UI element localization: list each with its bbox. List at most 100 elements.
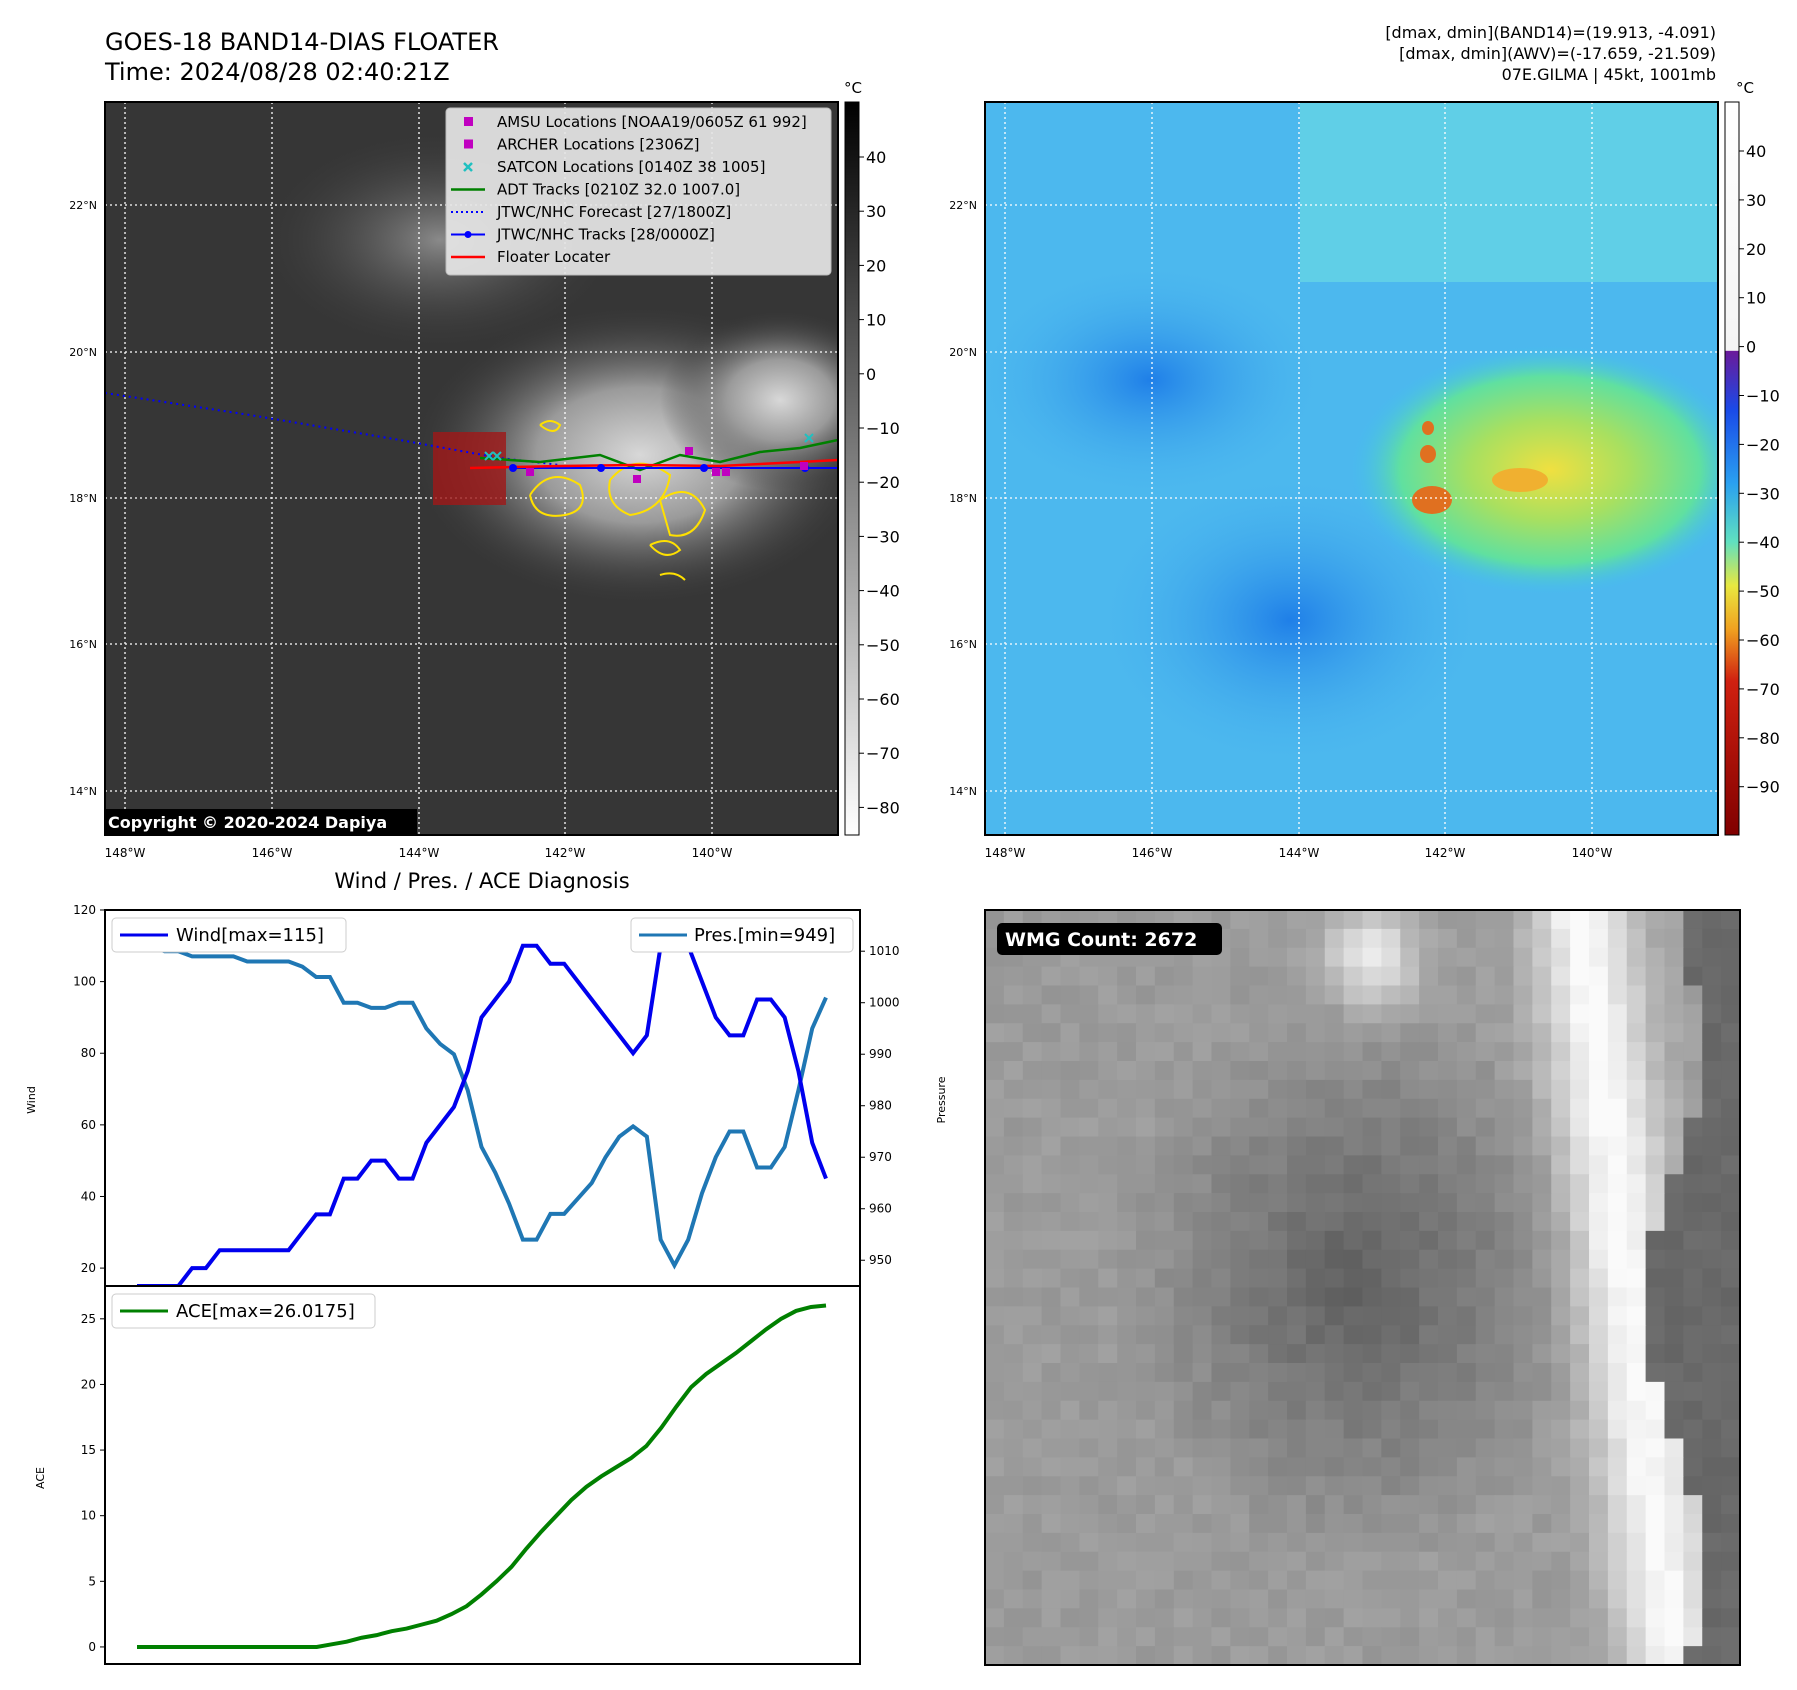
wind-legend-label: Wind[max=115] bbox=[176, 925, 324, 946]
color-colorbar-unit: °C bbox=[1736, 79, 1754, 97]
color-colorbar-tick: −20 bbox=[1746, 435, 1780, 454]
pressure-legend-label: Pres.[min=949] bbox=[694, 925, 835, 946]
color-map-frame bbox=[984, 101, 1719, 836]
map-legend: AMSU Locations [NOAA19/0605Z 61 992] ARCH… bbox=[445, 107, 832, 276]
figure-title: GOES-18 BAND14-DIAS FLOATER bbox=[105, 28, 499, 56]
legend-label: Floater Locater bbox=[497, 248, 611, 266]
awv-lon-label: 144°W bbox=[1279, 846, 1320, 860]
color-colorbar-tick: 20 bbox=[1746, 240, 1766, 259]
legend-swatch bbox=[464, 117, 473, 126]
color-colorbar-tick: 40 bbox=[1746, 142, 1766, 161]
pressure-tick-label: 990 bbox=[869, 1047, 892, 1061]
pressure-tick-label: 1000 bbox=[869, 996, 900, 1010]
pressure-axis-label: Pressure bbox=[935, 1076, 948, 1123]
awv-lat-label: 14°N bbox=[949, 785, 977, 798]
amsu-markers bbox=[526, 447, 808, 483]
legend-item: AMSU Locations [NOAA19/0605Z 61 992] bbox=[464, 113, 807, 131]
ace-tick-label: 20 bbox=[81, 1377, 96, 1391]
legend-swatch bbox=[464, 139, 473, 149]
legend-label: AMSU Locations [NOAA19/0605Z 61 992] bbox=[497, 113, 807, 131]
color-colorbar-tick: −80 bbox=[1746, 729, 1780, 748]
wind-line bbox=[137, 924, 828, 1288]
color-colorbar-tick: −50 bbox=[1746, 582, 1780, 601]
wind-legend-box bbox=[111, 917, 347, 953]
wmg-count-text: WMG Count: 2672 bbox=[1005, 929, 1197, 951]
awv-lat-label: 18°N bbox=[949, 492, 977, 505]
wind-pressure-frame bbox=[104, 909, 861, 1287]
wind-pressure-chart: 20 40 60 80 100 120 950 960 970 980 990 1000 1010 Win… bbox=[73, 903, 900, 1288]
ace-tick-label: 15 bbox=[81, 1443, 96, 1457]
ir-map-panel: 22°N 20°N 18°N 16°N 14°N 148°W 146°W 144°W 142°… bbox=[69, 79, 900, 860]
awv-lon-label: 148°W bbox=[985, 846, 1026, 860]
awv-lon-label: 140°W bbox=[1572, 846, 1613, 860]
color-colorbar-tick: −90 bbox=[1746, 778, 1780, 797]
gray-colorbar-tick: −60 bbox=[866, 690, 900, 709]
pressure-tick-label: 980 bbox=[869, 1099, 892, 1113]
color-colorbar-tick: −70 bbox=[1746, 680, 1780, 699]
figure-time: Time: 2024/08/28 02:40:21Z bbox=[104, 58, 450, 86]
color-colorbar bbox=[1724, 101, 1740, 836]
gray-colorbar-unit: °C bbox=[844, 79, 862, 97]
gray-colorbar-tick: −50 bbox=[866, 636, 900, 655]
adt-track bbox=[479, 438, 838, 472]
legend-label: ARCHER Locations [2306Z] bbox=[497, 136, 700, 154]
awv-lat-label: 22°N bbox=[949, 199, 977, 212]
ir-lat-label: 22°N bbox=[69, 199, 97, 212]
color-colorbar-tick: 10 bbox=[1746, 289, 1766, 308]
gray-colorbar-tick: −40 bbox=[866, 582, 900, 601]
ace-line bbox=[137, 1303, 827, 1649]
gray-colorbar-tick: −10 bbox=[866, 419, 900, 438]
legend-item: ADT Tracks [0210Z 32.0 1007.0] bbox=[451, 181, 740, 199]
ir-lon-label: 144°W bbox=[399, 846, 440, 860]
awv-lat-label: 16°N bbox=[949, 638, 977, 651]
gray-colorbar-tick: −20 bbox=[866, 473, 900, 492]
gray-colorbar-tick: 10 bbox=[866, 311, 886, 330]
ir-lat-label: 14°N bbox=[69, 785, 97, 798]
wind-tick-label: 100 bbox=[73, 975, 96, 989]
cloud-mass-east bbox=[660, 310, 838, 490]
cloud-contours bbox=[529, 420, 707, 581]
wind-tick-label: 80 bbox=[81, 1046, 96, 1060]
ir-lat-label: 16°N bbox=[69, 638, 97, 651]
color-map-panel: 22°N 20°N 18°N 16°N 14°N 148°W 146°W 144°W 142°… bbox=[949, 79, 1780, 860]
legend-item: ARCHER Locations [2306Z] bbox=[464, 136, 700, 154]
color-colorbar-tick: −40 bbox=[1746, 533, 1780, 552]
stats-line-2: [dmax, dmin](AWV)=(-17.659, -21.509) bbox=[1399, 44, 1716, 63]
ace-frame bbox=[104, 1285, 861, 1665]
wind-tick-label: 60 bbox=[81, 1118, 96, 1132]
gray-colorbar-tick: −80 bbox=[866, 798, 900, 817]
stats-line-1: [dmax, dmin](BAND14)=(19.913, -4.091) bbox=[1385, 23, 1716, 42]
gray-colorbar-tick: 0 bbox=[866, 365, 876, 384]
copyright-text: Copyright © 2020-2024 Dapiya bbox=[108, 813, 387, 832]
copyright-box bbox=[104, 809, 417, 834]
ace-legend-box bbox=[111, 1293, 376, 1329]
color-colorbar-tick: 0 bbox=[1746, 338, 1756, 357]
awv-lat-label: 20°N bbox=[949, 346, 977, 359]
ir-lon-label: 148°W bbox=[105, 846, 146, 860]
wind-tick-label: 120 bbox=[73, 903, 96, 917]
legend-label: JTWC/NHC Tracks [28/0000Z] bbox=[496, 226, 715, 244]
legend-item: JTWC/NHC Forecast [27/1800Z] bbox=[451, 203, 731, 221]
diagnosis-title: Wind / Pres. / ACE Diagnosis bbox=[334, 869, 629, 893]
awv-dry-band-1 bbox=[985, 260, 1330, 500]
awv-lon-label: 142°W bbox=[1425, 846, 1466, 860]
gray-colorbar bbox=[844, 101, 860, 836]
color-colorbar-tick: −30 bbox=[1746, 484, 1780, 503]
ir-lat-label: 20°N bbox=[69, 346, 97, 359]
ir-lon-label: 140°W bbox=[692, 846, 733, 860]
gray-colorbar-tick: 20 bbox=[866, 256, 886, 275]
pressure-tick-label: 960 bbox=[869, 1202, 892, 1216]
pressure-tick-label: 970 bbox=[869, 1150, 892, 1164]
gray-colorbar-tick: 30 bbox=[866, 202, 886, 221]
awv-lon-label: 146°W bbox=[1132, 846, 1173, 860]
ir-lon-label: 146°W bbox=[252, 846, 293, 860]
legend-item: Floater Locater bbox=[451, 248, 611, 266]
legend-label: JTWC/NHC Forecast [27/1800Z] bbox=[496, 203, 731, 221]
wmg-count-box bbox=[997, 923, 1222, 955]
legend-swatch bbox=[463, 162, 473, 172]
ace-chart: 0 5 10 15 20 25 ACE[max=26.0175] bbox=[81, 1285, 861, 1665]
wind-axis-label: Wind bbox=[25, 1086, 38, 1114]
satcon-markers bbox=[484, 433, 814, 461]
awv-gridlines bbox=[985, 102, 1718, 835]
